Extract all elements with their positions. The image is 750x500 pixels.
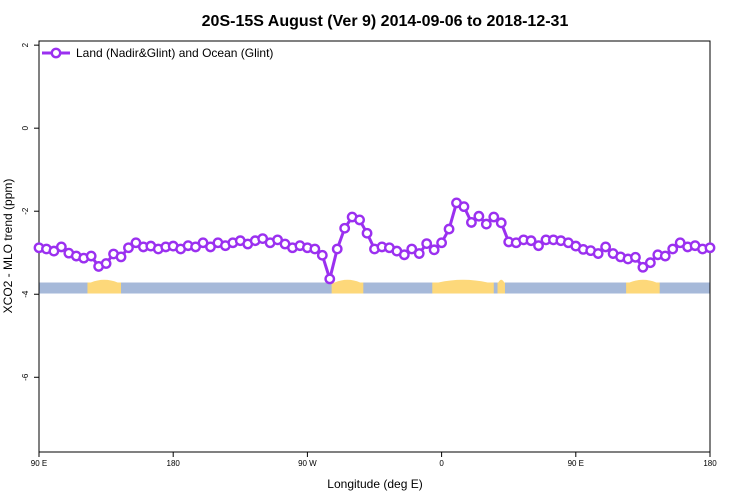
chart-title: 20S-15S August (Ver 9) 2014-09-06 to 201… — [202, 13, 569, 30]
data-point — [667, 243, 679, 255]
land-segment — [331, 279, 364, 294]
data-point — [55, 241, 67, 253]
data-point — [123, 242, 134, 254]
y-tick-label: -6 — [21, 373, 30, 381]
legend-marker — [50, 47, 62, 59]
y-tick-label: -4 — [21, 290, 30, 298]
x-tick-label: 0 — [439, 459, 444, 468]
data-point — [421, 238, 433, 249]
y-axis: 2 0 -2 -4 -6 — [21, 42, 39, 381]
x-tick-label: 90 W — [298, 459, 317, 468]
y-tick-label: 0 — [21, 125, 30, 130]
data-point — [644, 257, 656, 269]
x-axis-label: Longitude (deg E) — [327, 477, 422, 491]
data-point — [413, 248, 425, 259]
data-point — [443, 223, 455, 235]
data-point — [704, 242, 716, 254]
data-point — [600, 241, 612, 253]
data-point — [533, 240, 544, 252]
data-point — [406, 243, 418, 255]
legend-series-name: Land (Nadir&Glint) and Ocean (Glint) — [76, 46, 273, 60]
y-tick-label: 2 — [21, 42, 30, 47]
land-segment — [87, 279, 122, 294]
data-point — [361, 227, 373, 239]
y-tick-label: -2 — [21, 207, 30, 215]
land-segment — [432, 279, 494, 294]
data-point — [659, 250, 671, 262]
surface-band — [39, 279, 710, 294]
x-axis: 90 E 180 90 W 0 90 E 180 — [31, 452, 717, 468]
data-point — [473, 210, 485, 222]
data-point — [115, 251, 127, 263]
data-point — [331, 243, 343, 255]
data-point — [525, 235, 537, 247]
data-point — [398, 249, 410, 261]
legend: Land (Nadir&Glint) and Ocean (Glint) — [42, 46, 273, 60]
data-point — [466, 217, 477, 228]
data-point — [436, 237, 447, 249]
data-point — [316, 249, 328, 261]
data-point — [637, 261, 649, 273]
land-segment — [497, 279, 505, 294]
data-point — [85, 250, 97, 262]
data-point — [488, 211, 500, 223]
series-layer — [33, 197, 716, 285]
data-point — [592, 248, 604, 259]
land-segment — [626, 279, 660, 294]
ocean-band — [39, 282, 710, 294]
data-point — [630, 251, 641, 263]
x-tick-label: 90 E — [568, 459, 584, 468]
data-point — [458, 201, 470, 213]
data-point — [324, 273, 336, 285]
x-tick-label: 90 E — [31, 459, 47, 468]
data-point — [480, 218, 492, 230]
x-tick-label: 180 — [703, 459, 717, 468]
data-point — [354, 214, 365, 226]
x-tick-label: 180 — [167, 459, 181, 468]
data-point — [428, 244, 440, 256]
y-axis-label: XCO2 - MLO trend (ppm) — [1, 179, 15, 314]
data-point — [339, 222, 351, 234]
data-point — [100, 258, 112, 269]
data-point — [309, 243, 321, 255]
data-point — [495, 217, 507, 229]
